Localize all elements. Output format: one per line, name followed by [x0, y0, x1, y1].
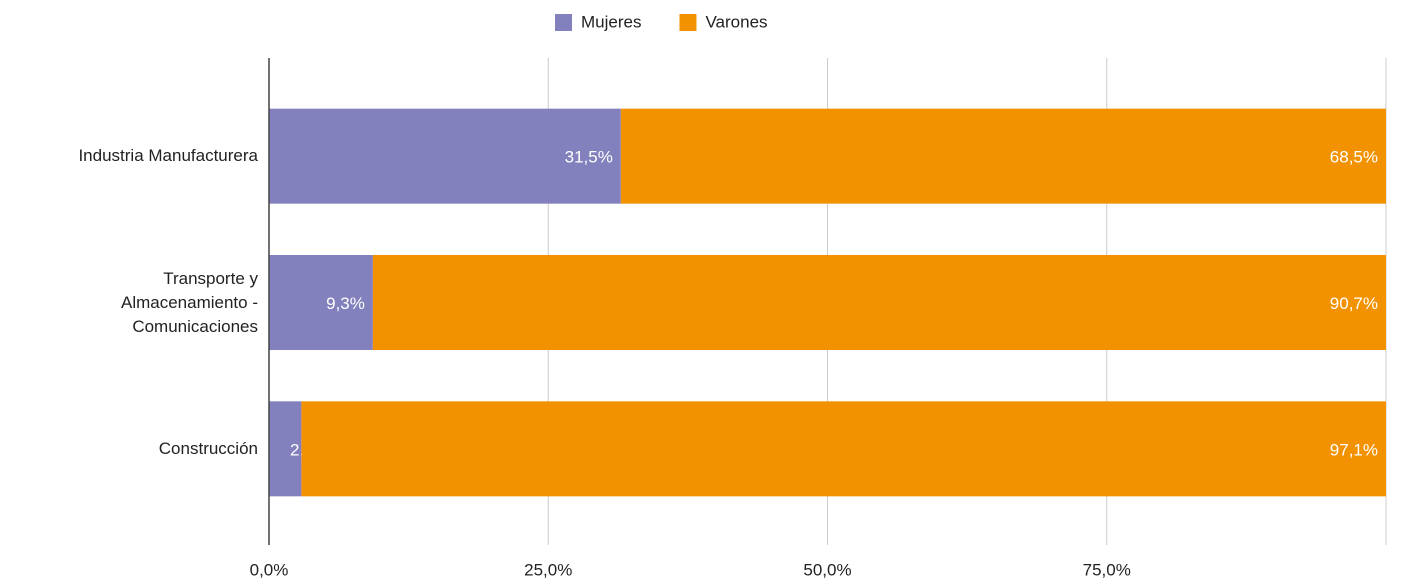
- bar-segment: [620, 108, 1386, 204]
- data-label: 31,5%: [565, 148, 613, 167]
- data-label: 9,3%: [326, 294, 365, 313]
- legend-label: Varones: [705, 12, 767, 31]
- x-tick-label: 50,0%: [803, 560, 851, 579]
- bar-segment: [269, 401, 302, 497]
- data-label: 97,1%: [1330, 440, 1378, 459]
- bar-segment: [301, 401, 1386, 497]
- y-tick-label: Industria Manufacturera: [78, 146, 258, 166]
- x-tick-label: 0,0%: [250, 560, 289, 579]
- x-tick-label: 25,0%: [524, 560, 572, 579]
- legend-swatch: [679, 14, 697, 31]
- y-tick-label: Transporte y Almacenamiento - Comunicaci…: [120, 268, 258, 336]
- bar-segment: [269, 255, 373, 350]
- legend-label: Mujeres: [581, 12, 641, 31]
- y-tick-label: Construcción: [158, 438, 258, 458]
- bar-segment: [269, 108, 621, 204]
- legend-swatch: [555, 14, 572, 31]
- x-tick-label: 75,0%: [1083, 560, 1131, 579]
- bar-segment: [372, 255, 1387, 350]
- data-label: 90,7%: [1330, 294, 1378, 313]
- data-label: 68,5%: [1330, 148, 1378, 167]
